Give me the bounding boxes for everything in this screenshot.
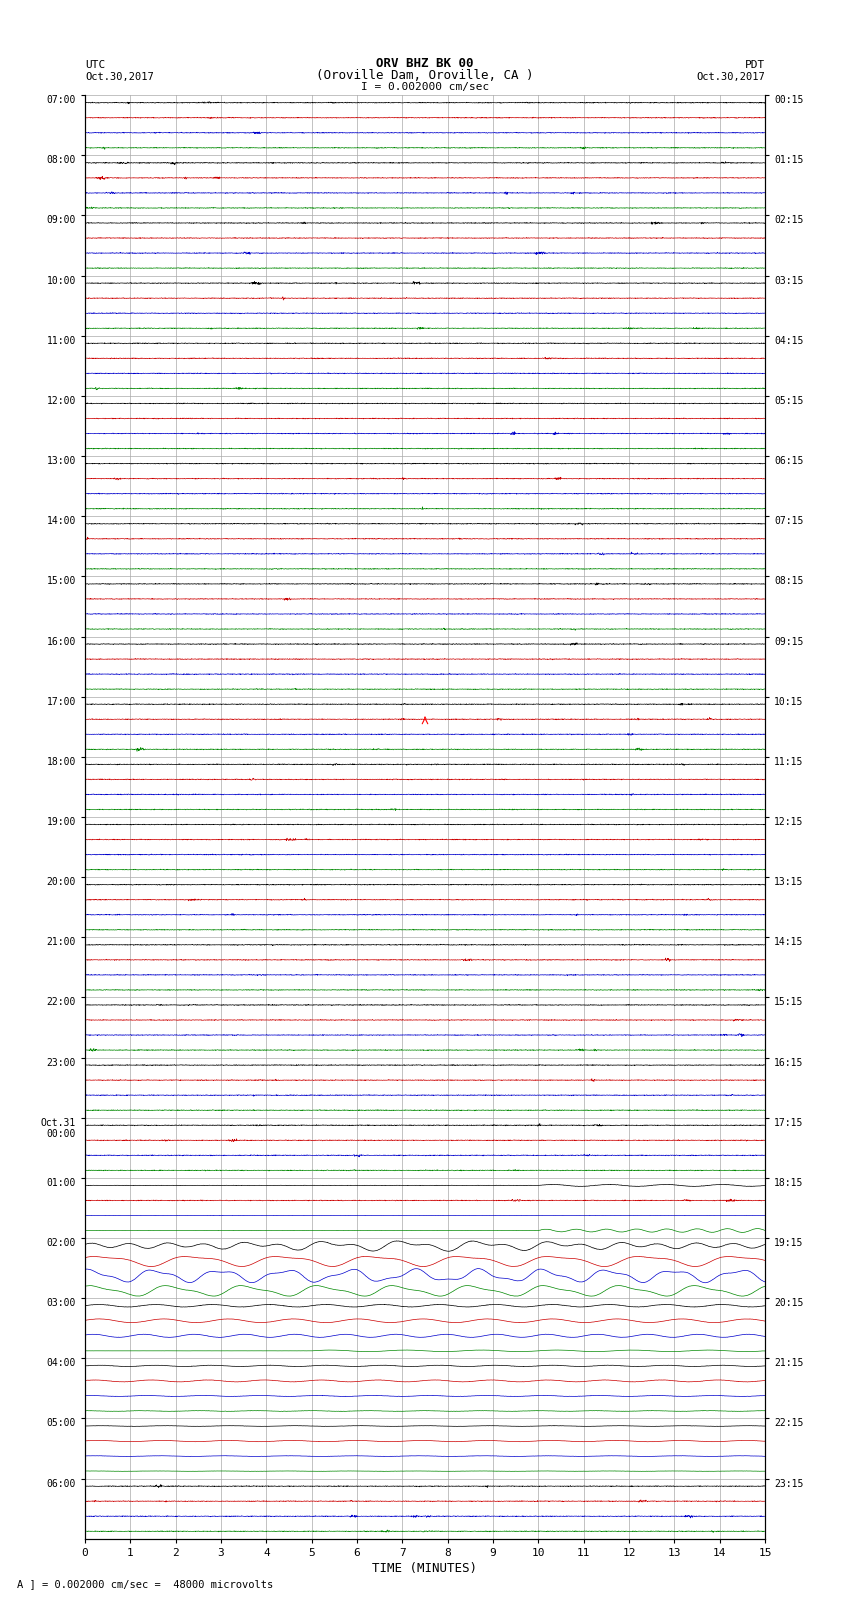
X-axis label: TIME (MINUTES): TIME (MINUTES) [372,1561,478,1574]
Text: A ] = 0.002000 cm/sec =  48000 microvolts: A ] = 0.002000 cm/sec = 48000 microvolts [17,1579,273,1589]
Text: Oct.30,2017: Oct.30,2017 [85,73,154,82]
Text: (Oroville Dam, Oroville, CA ): (Oroville Dam, Oroville, CA ) [316,69,534,82]
Text: I = 0.002000 cm/sec: I = 0.002000 cm/sec [361,82,489,92]
Text: PDT: PDT [745,60,765,71]
Text: UTC: UTC [85,60,105,71]
Text: ORV BHZ BK 00: ORV BHZ BK 00 [377,56,473,71]
Text: Oct.30,2017: Oct.30,2017 [696,73,765,82]
